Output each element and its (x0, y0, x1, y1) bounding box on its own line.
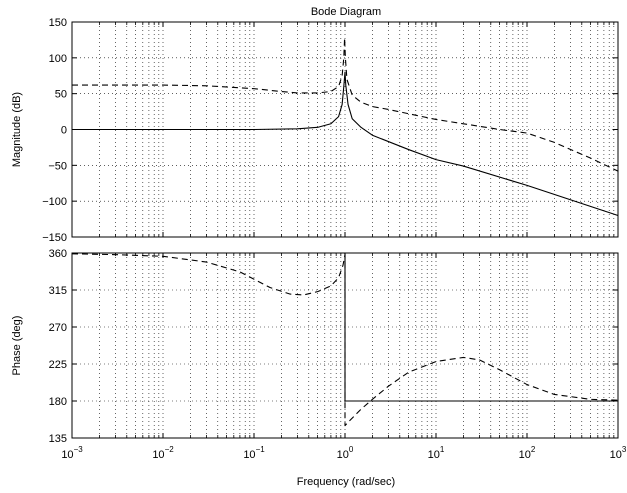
y-tick-label: 150 (49, 17, 67, 29)
chart-title: Bode Diagram (311, 6, 381, 18)
y-tick-label: 0 (61, 125, 67, 137)
magnitude-y-axis-label: Magnitude (dB) (11, 92, 23, 167)
y-tick-label: 225 (49, 359, 67, 371)
magnitude-panel: 150 100 50 0 −50 −100 −150 Magnitude (dB) (11, 17, 618, 244)
y-tick-label: 315 (49, 285, 67, 297)
phase-y-axis-label: Phase (deg) (11, 316, 23, 376)
y-tick-label: 360 (49, 248, 67, 260)
y-tick-label: −100 (42, 196, 67, 208)
y-tick-label: 135 (49, 433, 67, 445)
y-tick-label: 100 (49, 53, 67, 65)
y-tick-label: 50 (55, 89, 67, 101)
y-tick-label: 270 (49, 322, 67, 334)
y-tick-label: −150 (42, 232, 67, 244)
x-axis-label: Frequency (rad/sec) (297, 476, 395, 488)
y-tick-label: 180 (49, 396, 67, 408)
y-tick-label: −50 (48, 160, 67, 172)
